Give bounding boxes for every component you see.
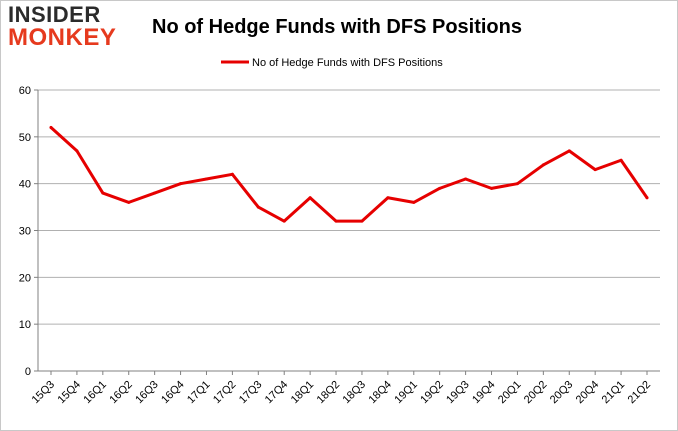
data-point <box>541 163 545 167</box>
data-point <box>334 219 338 223</box>
data-point <box>308 196 312 200</box>
data-point <box>386 196 390 200</box>
x-tick-label: 16Q2 <box>107 379 135 407</box>
logo-line-1: INSIDER <box>8 2 101 27</box>
data-point <box>49 125 53 129</box>
data-point <box>515 182 519 186</box>
x-tick-label: 19Q2 <box>418 379 446 407</box>
x-tick-label: 17Q2 <box>211 379 239 407</box>
x-tick-label: 16Q3 <box>133 379 161 407</box>
data-point <box>360 219 364 223</box>
x-tick-label: 18Q1 <box>289 379 317 407</box>
data-point <box>282 219 286 223</box>
x-tick-label: 18Q3 <box>341 379 369 407</box>
x-tick-label: 21Q2 <box>626 379 654 407</box>
x-tick-label: 19Q1 <box>392 379 420 407</box>
data-point <box>204 177 208 181</box>
y-axis-ticks: 0 10 20 30 40 50 60 <box>19 85 38 378</box>
logo-line-2: MONKEY <box>8 24 117 51</box>
data-point <box>593 168 597 172</box>
data-point <box>127 200 131 204</box>
x-tick-label: 15Q3 <box>30 379 58 407</box>
data-point <box>230 172 234 176</box>
x-tick-label: 19Q3 <box>444 379 472 407</box>
data-point <box>101 191 105 195</box>
insider-monkey-logo: INSIDER MONKEY <box>8 4 128 50</box>
series-layer <box>49 125 649 223</box>
legend-label: No of Hedge Funds with DFS Positions <box>252 57 443 69</box>
x-tick-label: 15Q4 <box>56 379 84 407</box>
series-line <box>49 125 649 223</box>
y-tick-label: 20 <box>19 272 31 284</box>
legend: No of Hedge Funds with DFS Positions <box>221 57 443 69</box>
x-tick-label: 18Q2 <box>315 379 343 407</box>
x-tick-label: 17Q1 <box>185 379 213 407</box>
data-point <box>412 200 416 204</box>
x-tick-label: 20Q1 <box>496 379 524 407</box>
x-axis-ticks: 15Q315Q416Q116Q216Q316Q417Q117Q217Q317Q4… <box>30 371 654 407</box>
x-tick-label: 17Q3 <box>237 379 265 407</box>
data-point <box>490 186 494 190</box>
x-tick-label: 20Q4 <box>574 379 602 407</box>
data-point <box>179 182 183 186</box>
x-tick-label: 20Q2 <box>522 379 550 407</box>
x-tick-label: 16Q4 <box>159 379 187 407</box>
data-point <box>256 205 260 209</box>
data-point <box>153 191 157 195</box>
x-tick-label: 19Q4 <box>470 379 498 407</box>
data-point <box>75 149 79 153</box>
x-tick-label: 18Q4 <box>366 379 394 407</box>
y-tick-label: 40 <box>19 179 31 191</box>
y-tick-label: 60 <box>19 85 31 97</box>
x-tick-label: 20Q3 <box>548 379 576 407</box>
x-tick-label: 17Q4 <box>263 379 291 407</box>
y-tick-label: 10 <box>19 319 31 331</box>
x-tick-label: 16Q1 <box>81 379 109 407</box>
y-tick-label: 50 <box>19 132 31 144</box>
chart-title: No of Hedge Funds with DFS Positions <box>152 16 522 38</box>
data-point <box>464 177 468 181</box>
y-tick-label: 30 <box>19 226 31 238</box>
data-point <box>438 186 442 190</box>
data-point <box>567 149 571 153</box>
data-point <box>619 158 623 162</box>
y-tick-label: 0 <box>25 366 31 378</box>
data-point <box>645 196 649 200</box>
grid <box>37 89 660 372</box>
x-tick-label: 21Q1 <box>600 379 628 407</box>
